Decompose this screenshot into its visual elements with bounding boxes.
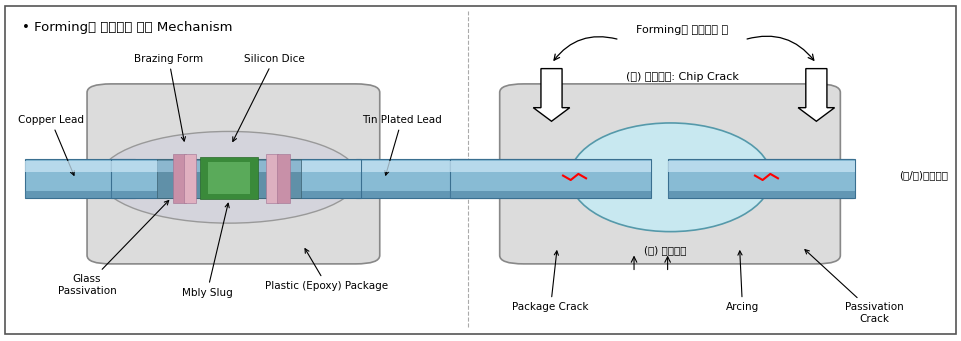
Text: (下) 압축응력: (下) 압축응력	[645, 245, 687, 255]
Bar	[173, 153, 185, 203]
Text: Package Crack: Package Crack	[512, 251, 589, 312]
Text: Glass
Passivation: Glass Passivation	[58, 201, 169, 296]
Text: Copper Lead: Copper Lead	[17, 115, 84, 175]
Bar	[668, 159, 854, 198]
Bar	[265, 153, 278, 203]
Bar	[450, 159, 852, 198]
Text: Silicon Dice: Silicon Dice	[233, 54, 305, 142]
Bar	[356, 191, 466, 198]
Circle shape	[100, 131, 358, 223]
Bar	[450, 161, 652, 172]
Bar	[356, 159, 466, 198]
Text: Passivation
Crack: Passivation Crack	[805, 250, 903, 324]
FancyBboxPatch shape	[87, 84, 380, 264]
FancyArrow shape	[799, 69, 834, 121]
Bar	[208, 162, 250, 194]
Text: • Forming시 발생되는 고장 Mechanism: • Forming시 발생되는 고장 Mechanism	[22, 21, 233, 34]
Text: Tin Plated Lead: Tin Plated Lead	[362, 115, 442, 175]
Bar	[157, 161, 301, 172]
Text: Brazing Form: Brazing Form	[135, 54, 203, 141]
Bar	[668, 161, 854, 172]
Bar	[111, 159, 360, 198]
Bar	[450, 191, 852, 198]
Bar	[450, 191, 652, 198]
Bar	[111, 191, 360, 198]
FancyBboxPatch shape	[500, 84, 840, 264]
Bar	[25, 159, 136, 198]
Bar	[25, 161, 136, 172]
Bar	[200, 157, 258, 199]
Bar	[668, 191, 854, 198]
Bar	[111, 161, 360, 172]
Text: Mbly Slug: Mbly Slug	[182, 203, 233, 298]
Text: Forming시 가해지는 힘: Forming시 가해지는 힘	[636, 25, 728, 34]
Ellipse shape	[570, 123, 772, 232]
Bar	[450, 159, 652, 198]
Text: Plastic (Epoxy) Package: Plastic (Epoxy) Package	[265, 249, 388, 291]
Bar	[450, 161, 852, 172]
Bar	[356, 161, 466, 172]
Bar	[277, 153, 289, 203]
Bar	[25, 191, 136, 198]
Text: Arcing: Arcing	[726, 251, 759, 312]
Text: (左/右)전단응력: (左/右)전단응력	[899, 170, 949, 181]
FancyBboxPatch shape	[6, 6, 955, 333]
FancyArrow shape	[533, 69, 570, 121]
Bar	[184, 153, 196, 203]
Text: (上) 인장응력: Chip Crack: (上) 인장응력: Chip Crack	[626, 72, 738, 82]
Bar	[157, 159, 301, 198]
